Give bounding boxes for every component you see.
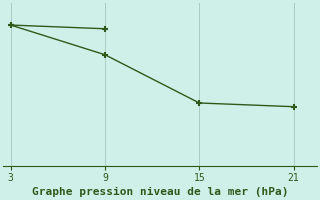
X-axis label: Graphe pression niveau de la mer (hPa): Graphe pression niveau de la mer (hPa) [32,187,288,197]
